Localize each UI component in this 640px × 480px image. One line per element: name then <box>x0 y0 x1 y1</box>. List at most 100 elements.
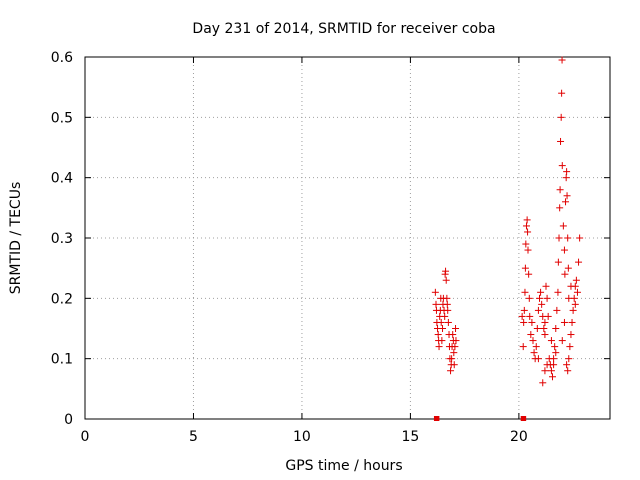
x-tick-label: 15 <box>401 429 419 445</box>
data-point <box>543 361 551 369</box>
y-tick-label: 0 <box>64 412 73 428</box>
y-tick-label: 0.5 <box>51 110 73 126</box>
data-point <box>438 337 446 345</box>
data-point <box>564 234 572 242</box>
data-point <box>434 331 442 339</box>
data-point <box>554 288 562 296</box>
data-point <box>522 240 530 248</box>
data-point <box>522 222 530 230</box>
data-point <box>528 318 536 326</box>
data-point <box>566 343 574 351</box>
data-point <box>437 318 445 326</box>
data-point <box>550 361 558 369</box>
x-tick-label: 20 <box>510 429 528 445</box>
data-point <box>563 192 571 200</box>
data-point <box>547 337 555 345</box>
data-point <box>555 234 563 242</box>
tick-labels: 0 5 10 15 20 0 0.1 0.2 0.3 0.4 0.5 0.6 <box>51 50 528 445</box>
data-point <box>567 282 575 290</box>
data-points <box>431 56 584 421</box>
data-point <box>520 306 528 314</box>
data-point <box>526 312 534 320</box>
data-point <box>523 216 531 224</box>
data-point <box>541 367 549 375</box>
data-point <box>556 186 564 194</box>
data-point <box>449 331 457 339</box>
data-point <box>560 318 568 326</box>
data-point <box>539 379 547 387</box>
data-point <box>443 300 451 308</box>
y-tick-label: 0.2 <box>51 291 73 307</box>
data-point <box>452 337 460 345</box>
data-point <box>529 337 537 345</box>
data-point <box>562 198 570 206</box>
y-tick-label: 0.1 <box>51 352 73 368</box>
data-point <box>558 89 566 97</box>
data-point <box>541 331 549 339</box>
data-point <box>553 306 561 314</box>
data-point <box>521 288 529 296</box>
data-point <box>525 270 533 278</box>
data-point <box>431 288 439 296</box>
data-point <box>544 312 552 320</box>
data-point <box>568 318 576 326</box>
data-point <box>538 300 546 308</box>
data-point <box>444 306 452 314</box>
data-point <box>448 355 456 363</box>
data-point <box>552 325 560 332</box>
data-point <box>560 246 568 254</box>
data-point <box>518 312 526 320</box>
data-point <box>563 168 571 176</box>
data-point <box>559 222 567 230</box>
data-point <box>444 318 452 326</box>
data-point <box>525 294 533 302</box>
data-point <box>547 367 555 375</box>
data-point <box>452 325 460 332</box>
axis-ticks <box>84 56 610 420</box>
data-point <box>562 174 570 182</box>
data-point <box>434 416 440 421</box>
data-point <box>521 264 529 272</box>
data-point <box>534 306 542 314</box>
data-point <box>564 264 572 272</box>
data-point <box>575 258 583 266</box>
data-point <box>524 228 532 236</box>
y-tick-label: 0.3 <box>51 231 73 247</box>
plot-frame <box>84 56 611 420</box>
data-point <box>442 276 450 284</box>
data-point <box>542 282 550 290</box>
data-point <box>561 270 569 278</box>
data-point <box>450 349 458 357</box>
data-point <box>550 355 558 363</box>
data-point <box>543 294 551 302</box>
data-point <box>565 355 573 363</box>
data-point <box>537 288 545 296</box>
data-point <box>451 343 459 351</box>
data-point <box>576 234 584 242</box>
data-point <box>441 312 449 320</box>
x-axis-label: GPS time / hours <box>285 458 402 474</box>
data-point <box>442 267 450 275</box>
data-point <box>558 162 566 170</box>
y-tick-label: 0.6 <box>51 50 73 66</box>
x-tick-label: 5 <box>189 429 198 445</box>
grid <box>85 57 610 419</box>
data-point <box>527 331 535 339</box>
data-point <box>443 294 451 302</box>
data-point <box>549 373 557 381</box>
data-point <box>532 343 540 351</box>
data-point <box>447 367 455 375</box>
data-point <box>520 318 528 326</box>
y-tick-label: 0.4 <box>51 171 73 187</box>
data-point <box>563 361 571 369</box>
x-tick-label: 0 <box>81 429 90 445</box>
data-point <box>435 343 443 351</box>
x-tick-label: 10 <box>293 429 311 445</box>
data-point <box>564 367 572 375</box>
chart-title: Day 231 of 2014, SRMTID for receiver cob… <box>192 21 495 37</box>
data-point <box>572 276 580 284</box>
data-point <box>557 113 565 121</box>
data-point <box>567 331 575 339</box>
data-point <box>556 204 564 212</box>
data-point <box>557 137 565 145</box>
